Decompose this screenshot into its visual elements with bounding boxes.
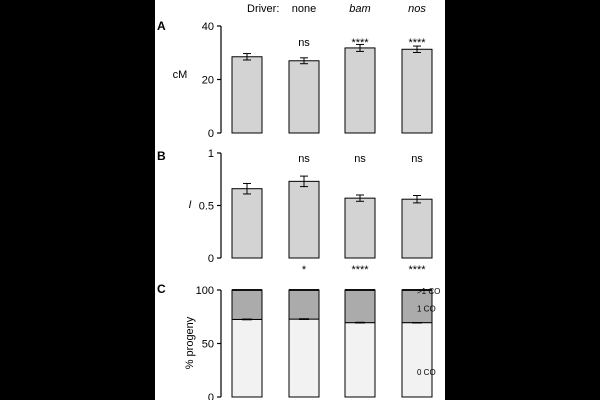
panel-c-significance-bam: **** <box>351 264 369 276</box>
panel-b-ylabel: I <box>188 199 191 211</box>
panel-c-series-label-1co: 1 CO <box>417 304 436 313</box>
panel-b-ytick-label: 0.5 <box>199 201 214 213</box>
panel-c-segment-1co-bam <box>344 289 376 324</box>
panel-b-significance-none: ns <box>298 153 310 165</box>
panel-c-errorbar-nos <box>412 321 422 324</box>
panel-c-segment-0co-none <box>288 318 320 398</box>
panel-c-errorbar-w1118 <box>242 318 252 321</box>
panel-b-ytick-label: 0 <box>208 253 214 265</box>
panel-c-significance-nos: **** <box>408 264 426 276</box>
panel-c-ytick-label: 100 <box>196 285 214 297</box>
panel-a-significance-none: ns <box>298 37 310 49</box>
panel-c-series-label-1co: >1 CO <box>417 287 440 296</box>
figure-svg: Driver: none bam nos AcM 0 20 40 ns **** **** B I 0 0.… <box>157 3 440 400</box>
driver-header-label: Driver: <box>247 3 279 15</box>
panel-c-segment-0co-w1118 <box>231 318 263 398</box>
panel-a-ylabel: cM <box>173 69 188 81</box>
panel-c-series-label-0co: 0 CO <box>417 368 436 377</box>
panel-a-bar-nos <box>401 48 433 134</box>
panel-b-bar-bam <box>344 197 376 259</box>
driver-header-bam: bam <box>349 3 370 15</box>
panel-c-segment-0co-bam <box>344 322 376 398</box>
panel-a-significance-bam: **** <box>351 37 369 49</box>
panel-a-bar-w1118 <box>231 56 263 134</box>
driver-header-nos: nos <box>408 3 426 15</box>
panel-c-significance-none: * <box>302 264 307 276</box>
panel-c-ytick-label: 50 <box>202 339 214 351</box>
panel-c-ylabel: % progeny <box>184 316 196 369</box>
panel-b-bar-none <box>288 180 320 259</box>
panel-a-bar-none <box>288 60 320 134</box>
panel-a-ytick-label: 40 <box>202 21 214 33</box>
panel-a-significance-nos: **** <box>408 37 426 49</box>
panel-c-errorbar-bam <box>355 321 365 324</box>
panel-c-errorbar-none <box>299 318 309 320</box>
panel-c-segment-0co-nos <box>401 322 433 398</box>
panel-b-bar-w1118 <box>231 188 263 259</box>
panel-b-label: B <box>157 149 166 163</box>
panel-a-ytick-label: 20 <box>202 75 214 87</box>
panel-b-bar-nos <box>401 198 433 259</box>
panel-c-segment-1co-w1118 <box>231 289 263 320</box>
panel-b-significance-nos: ns <box>411 153 423 165</box>
panel-a-label: A <box>157 19 166 33</box>
panel-b-ytick-label: 1 <box>208 148 214 160</box>
panel-a-ytick-label: 0 <box>208 128 214 140</box>
panel-c-ytick-label: 0 <box>208 392 214 400</box>
driver-header-none: none <box>292 3 316 15</box>
panel-b-significance-bam: ns <box>354 153 366 165</box>
panel-c-label: C <box>157 282 166 296</box>
panel-c-segment-1co-none <box>288 289 320 320</box>
panel-a-bar-bam <box>344 47 376 134</box>
panel-c-segment-1co-nos <box>401 289 433 324</box>
